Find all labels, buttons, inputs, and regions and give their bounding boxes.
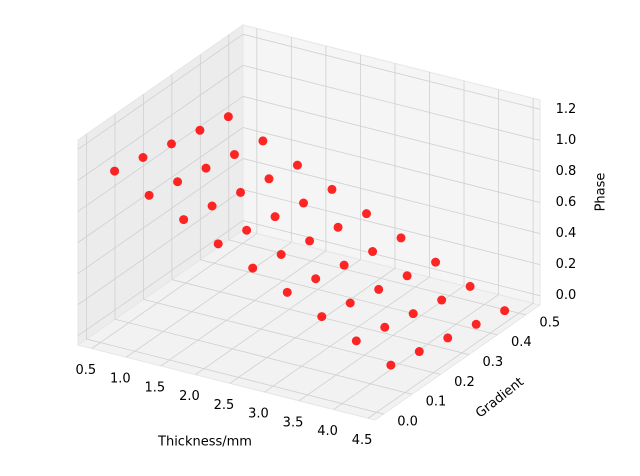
point: [339, 260, 349, 270]
grid-line: [114, 318, 413, 395]
point: [333, 222, 343, 232]
point: [431, 257, 441, 267]
grid-line: [242, 220, 541, 297]
point: [201, 163, 211, 173]
grid-line: [195, 259, 361, 375]
point: [374, 284, 384, 294]
grid-line: [126, 241, 292, 358]
point: [144, 190, 154, 200]
x-tick-label: 3.5: [283, 415, 304, 430]
grid-line: [367, 302, 534, 419]
point: [362, 209, 372, 219]
x-tick-label: 4.0: [317, 424, 338, 439]
y-tick-label: 0.5: [539, 315, 560, 330]
point: [258, 136, 268, 146]
grid-line: [264, 276, 430, 393]
point: [213, 239, 223, 249]
y-tick-label: 0.4: [511, 335, 532, 350]
point: [229, 150, 239, 160]
z-tick-label: 1.0: [556, 133, 577, 148]
grid-line: [77, 220, 244, 337]
point: [500, 306, 510, 316]
point: [345, 298, 355, 308]
point: [110, 166, 120, 176]
x-axis-label: Thickness/mm: [157, 435, 252, 450]
x-tick-label: 4.5: [352, 433, 373, 448]
grid-line: [77, 96, 244, 212]
grid-line: [77, 158, 244, 274]
point: [327, 184, 337, 194]
point: [292, 160, 302, 170]
point: [414, 347, 424, 357]
grid-line: [77, 33, 244, 150]
z-tick-label: 0.0: [556, 288, 577, 303]
point: [386, 360, 396, 370]
point: [351, 336, 361, 346]
point: [299, 198, 309, 208]
grid-line: [242, 189, 541, 266]
grid-line: [91, 233, 258, 349]
grid-line: [160, 250, 327, 367]
grid-line: [242, 96, 541, 172]
point: [396, 233, 406, 243]
point: [138, 152, 148, 162]
z-tick-label: 0.6: [556, 195, 577, 210]
grid-line: [200, 259, 498, 336]
point: [248, 263, 258, 273]
z-tick-label: 1.2: [556, 102, 577, 117]
point: [282, 287, 292, 297]
x-tick-label: 0.5: [75, 363, 96, 378]
point: [207, 201, 217, 211]
grid-line: [298, 285, 465, 402]
point: [465, 281, 475, 291]
point: [368, 247, 378, 257]
x-tick-label: 2.5: [214, 398, 235, 413]
panes: [76, 24, 542, 421]
x-tick-label: 1.5: [145, 380, 166, 395]
point: [380, 322, 390, 332]
grid-line: [242, 33, 541, 110]
point: [179, 215, 189, 225]
z-axis-label: Phase: [594, 173, 609, 212]
z-tick-label: 0.8: [556, 164, 577, 179]
point: [402, 271, 412, 281]
grid-line: [242, 158, 541, 234]
point: [173, 177, 183, 187]
point: [166, 139, 176, 149]
point: [443, 333, 453, 343]
grid-line: [229, 268, 396, 384]
grid-line: [86, 338, 384, 415]
point: [317, 312, 327, 322]
point: [264, 174, 274, 184]
x-tick-label: 1.0: [110, 372, 131, 387]
z-tick-label: 0.2: [556, 257, 577, 272]
point: [242, 225, 252, 235]
x-tick-label: 2.0: [179, 389, 200, 404]
point: [223, 112, 233, 122]
grid-line: [242, 127, 541, 203]
point: [195, 125, 205, 135]
grid-line: [77, 65, 244, 181]
grid-line: [77, 127, 244, 243]
point: [471, 319, 481, 329]
y-tick-label: 0.2: [454, 375, 475, 390]
y-tick-label: 0.0: [397, 415, 418, 430]
point: [408, 309, 418, 319]
y-tick-label: 0.1: [426, 395, 447, 410]
point: [276, 250, 286, 260]
z-tick-label: 0.4: [556, 226, 577, 241]
y-axis-label: Gradient: [473, 375, 527, 422]
point: [236, 187, 246, 197]
point: [311, 274, 321, 284]
point: [270, 212, 280, 222]
y-tick-label: 0.3: [483, 355, 504, 370]
point: [305, 236, 315, 246]
point: [437, 295, 447, 305]
x-tick-label: 3.0: [248, 407, 269, 422]
grid-line: [242, 64, 541, 141]
